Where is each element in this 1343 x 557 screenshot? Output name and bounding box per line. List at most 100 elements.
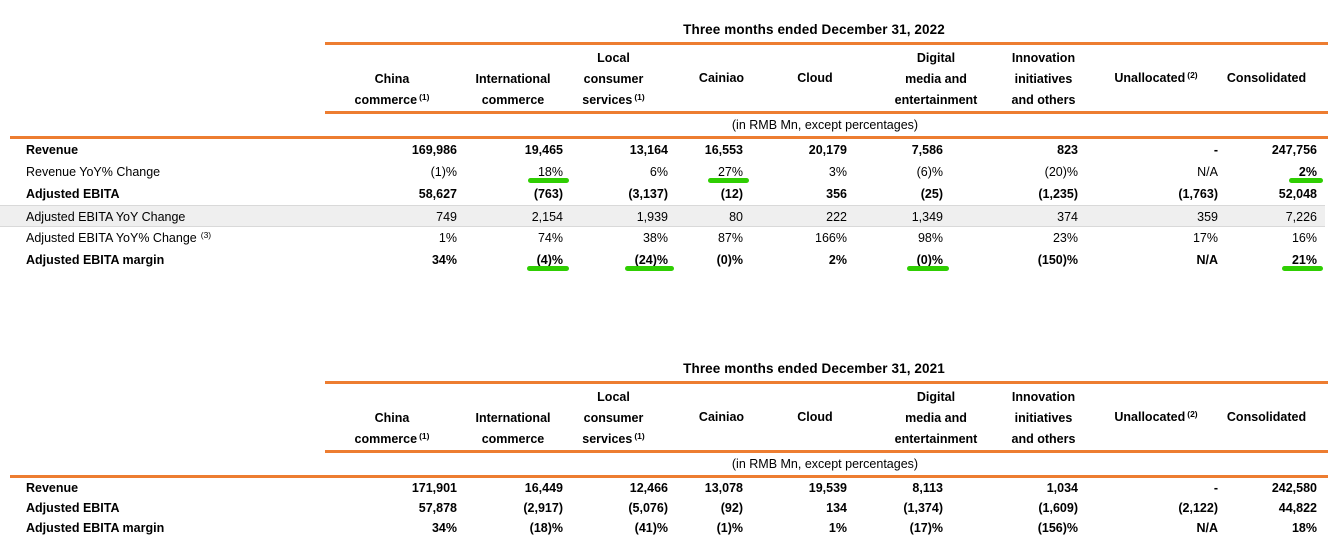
header-line: Cainiao bbox=[684, 407, 759, 428]
header-text: commerce bbox=[354, 432, 418, 446]
header-line: initiatives bbox=[976, 408, 1111, 429]
value-text: (1,763) bbox=[1178, 187, 1218, 201]
value-text: 2% bbox=[828, 253, 847, 267]
value-cell: 374 bbox=[951, 206, 1086, 228]
table-row: Adjusted EBITA 57,878 (2,917) (5,076) (92) 13… bbox=[0, 498, 1325, 518]
value-cell: 823 bbox=[951, 139, 1086, 161]
value-cell: (4)% bbox=[465, 249, 571, 271]
value-text: 80 bbox=[729, 210, 743, 224]
row-label: Adjusted EBITA margin bbox=[0, 249, 325, 271]
header-text: commerce bbox=[481, 93, 545, 107]
header-line: consumer bbox=[561, 408, 666, 429]
value-cell: (5,076) bbox=[571, 498, 676, 518]
value-text: 171,901 bbox=[411, 481, 457, 495]
value-cell: 80 bbox=[676, 206, 751, 228]
header-text: Unallocated bbox=[1114, 409, 1186, 424]
col-header-digital-mediaand-entertainment: Digital media and entertainment bbox=[888, 45, 984, 111]
footnote-ref: (3) bbox=[200, 230, 212, 240]
green-highlight-underline bbox=[527, 178, 569, 183]
value-cell: 57,878 bbox=[325, 498, 465, 518]
header-text: and others bbox=[1011, 93, 1076, 107]
table-row: Adjusted EBITA margin 34% (4)% (24)% (0)% 2% (… bbox=[0, 249, 1325, 271]
header-text: initiatives bbox=[1014, 411, 1073, 425]
row-label: Revenue bbox=[0, 478, 325, 498]
orange-rule-mid bbox=[325, 111, 1328, 114]
header-line: Local bbox=[561, 48, 666, 69]
col-header-cloud: Cloud bbox=[763, 45, 867, 111]
value-text: 21% bbox=[1291, 253, 1317, 267]
value-cell: (1,235) bbox=[951, 183, 1086, 205]
highlighted-value: 27% bbox=[707, 161, 749, 183]
header-line: Cainiao bbox=[684, 68, 759, 89]
value-cell: 13,078 bbox=[676, 478, 751, 498]
header-line: entertainment bbox=[888, 90, 984, 111]
value-cell: 18% bbox=[465, 161, 571, 183]
value-cell: 356 bbox=[751, 183, 855, 205]
value-text: 12,466 bbox=[629, 481, 668, 495]
value-cell: 247,756 bbox=[1226, 139, 1325, 161]
value-cell: N/A bbox=[1086, 161, 1226, 183]
row-label-text: Adjusted EBITA bbox=[26, 187, 120, 201]
value-cell: 134 bbox=[751, 498, 855, 518]
value-text: 74% bbox=[537, 231, 563, 245]
header-line: China bbox=[322, 69, 462, 90]
header-text: media and bbox=[905, 411, 967, 425]
header-line: services (1) bbox=[561, 429, 666, 450]
value-text: 134 bbox=[826, 501, 847, 515]
value-text: N/A bbox=[1196, 253, 1218, 267]
value-cell: (2,917) bbox=[465, 498, 571, 518]
header-text: China bbox=[374, 72, 410, 86]
value-text: (1)% bbox=[716, 521, 743, 535]
footnote-ref: (1) bbox=[419, 431, 430, 441]
value-text: 1,349 bbox=[911, 210, 943, 224]
value-cell: (6)% bbox=[855, 161, 951, 183]
header-line: commerce bbox=[460, 429, 566, 450]
value-cell: 3% bbox=[751, 161, 855, 183]
header-text: Cainiao bbox=[698, 409, 745, 424]
row-label: Revenue YoY% Change bbox=[0, 161, 325, 183]
header-text: entertainment bbox=[894, 93, 978, 107]
value-text: (17)% bbox=[909, 521, 943, 535]
value-cell: 1,034 bbox=[951, 478, 1086, 498]
value-text: (20)% bbox=[1044, 165, 1078, 179]
col-header-cainiao: Cainiao bbox=[684, 384, 759, 450]
green-highlight-underline bbox=[1288, 178, 1323, 183]
value-cell: 17% bbox=[1086, 227, 1226, 249]
highlighted-value: (4)% bbox=[526, 249, 569, 271]
value-cell: 242,580 bbox=[1226, 478, 1325, 498]
header-line: initiatives bbox=[976, 69, 1111, 90]
header-text: initiatives bbox=[1014, 72, 1073, 86]
value-cell: (20)% bbox=[951, 161, 1086, 183]
row-label-text: Adjusted EBITA margin bbox=[26, 253, 165, 267]
value-text: (92) bbox=[720, 501, 743, 515]
value-cell: 166% bbox=[751, 227, 855, 249]
value-cell: 169,986 bbox=[325, 139, 465, 161]
table-row: Adjusted EBITA 58,627 (763) (3,137) (12) 356 (… bbox=[0, 183, 1325, 205]
value-cell: (1,609) bbox=[951, 498, 1086, 518]
value-cell: 1,349 bbox=[855, 206, 951, 228]
value-cell: 171,901 bbox=[325, 478, 465, 498]
row-label-text: Adjusted EBITA YoY Change bbox=[26, 210, 186, 224]
value-cell: 87% bbox=[676, 227, 751, 249]
value-text: (763) bbox=[533, 187, 563, 201]
col-header-china-commerce: China commerce (1) bbox=[322, 384, 462, 450]
header-text: Cainiao bbox=[698, 70, 745, 85]
value-text: 2,154 bbox=[531, 210, 563, 224]
value-text: 16% bbox=[1291, 231, 1317, 245]
segment-results-tables: Three months ended December 31, 2022 Chin… bbox=[0, 22, 1328, 535]
row-label-text: Adjusted EBITA margin bbox=[26, 521, 165, 535]
header-text: consumer bbox=[583, 411, 644, 425]
value-text: - bbox=[1213, 481, 1218, 495]
col-header-cloud: Cloud bbox=[763, 384, 867, 450]
value-text: 247,756 bbox=[1271, 143, 1317, 157]
orange-rule-top bbox=[325, 381, 1328, 384]
value-text: 98% bbox=[917, 231, 943, 245]
value-text: 749 bbox=[436, 210, 457, 224]
header-text: International bbox=[475, 72, 551, 86]
value-cell: (92) bbox=[676, 498, 751, 518]
value-text: (12) bbox=[720, 187, 743, 201]
value-cell: 12,466 bbox=[571, 478, 676, 498]
header-line: International bbox=[460, 69, 566, 90]
highlighted-value: 21% bbox=[1281, 249, 1323, 271]
